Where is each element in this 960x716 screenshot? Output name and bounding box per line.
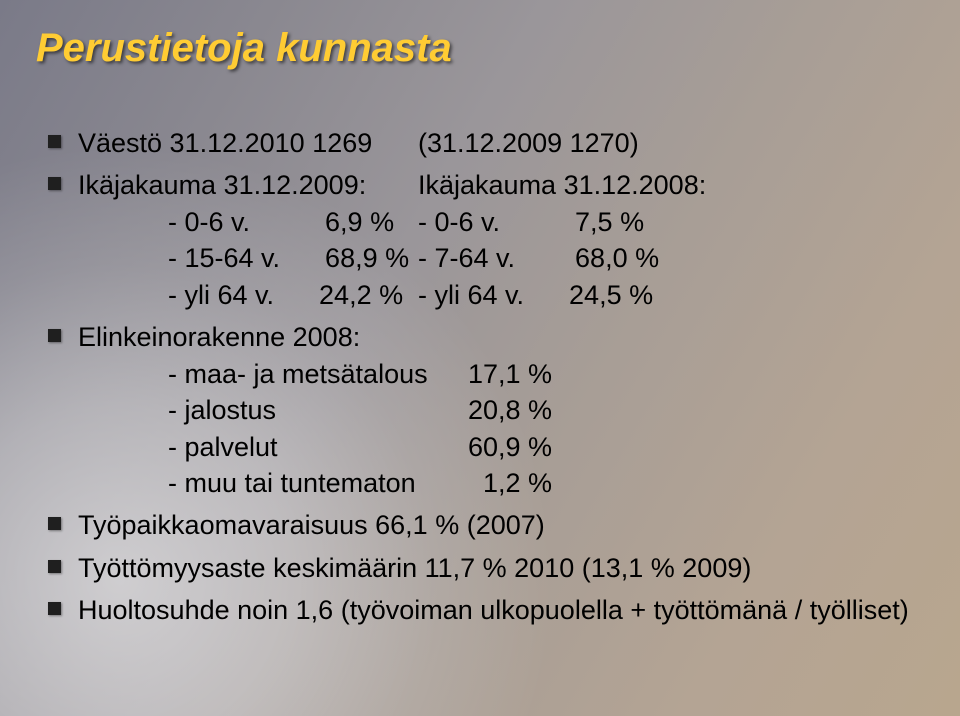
dependency-ratio: Huoltosuhde noin 1,6 (työvoiman ulkopuol…	[78, 592, 924, 628]
industry-key: - palvelut	[168, 429, 468, 465]
list-item-industry: Elinkeinorakenne 2008: - maa- ja metsäta…	[78, 319, 924, 501]
industry-val: 1,2 %	[468, 465, 588, 501]
population-right: (31.12.2009 1270)	[418, 125, 848, 161]
industry-rows: - maa- ja metsätalous 17,1 % - jalostus …	[78, 356, 924, 502]
square-bullet-icon	[48, 560, 61, 573]
jobs-self-sufficiency: Työpaikkaomavaraisuus 66,1 % (2007)	[78, 507, 924, 543]
industry-val: 60,9 %	[468, 429, 588, 465]
square-bullet-icon	[48, 517, 61, 530]
age-row-left: - 0-6 v. 6,9 %	[168, 204, 418, 240]
age-row-left: - 15-64 v. 68,9 %	[168, 240, 418, 276]
age-dist-header-right: Ikäjakauma 31.12.2008:	[418, 167, 848, 203]
list-item-dependency: Huoltosuhde noin 1,6 (työvoiman ulkopuol…	[78, 592, 924, 628]
age-row-right: - 0-6 v. 7,5 %	[418, 204, 848, 240]
age-row-left: - yli 64 v. 24,2 %	[168, 277, 418, 313]
age-row-right: - yli 64 v. 24,5 %	[418, 277, 848, 313]
age-dist-header-left: Ikäjakauma 31.12.2009:	[78, 167, 418, 203]
page-title: Perustietoja kunnasta	[36, 26, 924, 71]
square-bullet-icon	[48, 135, 61, 148]
list-item-unemployment: Työttömyysaste keskimäärin 11,7 % 2010 (…	[78, 550, 924, 586]
unemployment: Työttömyysaste keskimäärin 11,7 % 2010 (…	[78, 550, 924, 586]
square-bullet-icon	[48, 329, 61, 342]
list-item-jobs: Työpaikkaomavaraisuus 66,1 % (2007)	[78, 507, 924, 543]
age-dist-rows: - 0-6 v. 6,9 % - 0-6 v. 7,5 % - 15-64 v.…	[78, 204, 924, 313]
industry-val: 17,1 %	[468, 356, 588, 392]
square-bullet-icon	[48, 177, 61, 190]
square-bullet-icon	[48, 602, 61, 615]
list-item-population: Väestö 31.12.2010 1269 (31.12.2009 1270)	[78, 125, 924, 161]
industry-key: - jalostus	[168, 392, 468, 428]
age-row-right: - 7-64 v. 68,0 %	[418, 240, 848, 276]
industry-val: 20,8 %	[468, 392, 588, 428]
population-left: Väestö 31.12.2010 1269	[78, 125, 418, 161]
industry-key: - muu tai tuntematon	[168, 465, 468, 501]
bullet-list: Väestö 31.12.2010 1269 (31.12.2009 1270)…	[36, 125, 924, 629]
industry-key: - maa- ja metsätalous	[168, 356, 468, 392]
slide: Perustietoja kunnasta Väestö 31.12.2010 …	[0, 0, 960, 629]
list-item-age-dist: Ikäjakauma 31.12.2009: Ikäjakauma 31.12.…	[78, 167, 924, 313]
industry-header: Elinkeinorakenne 2008:	[78, 319, 418, 355]
